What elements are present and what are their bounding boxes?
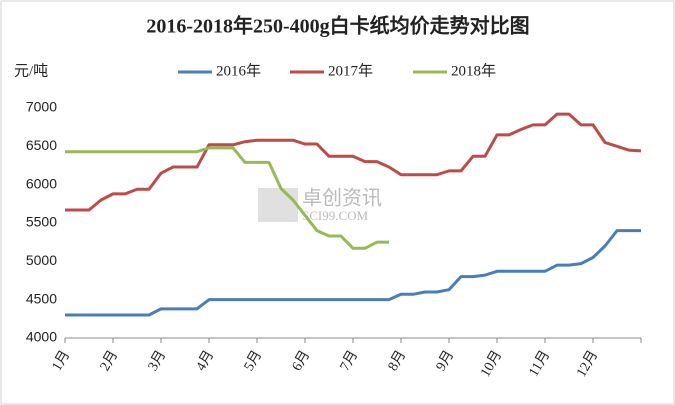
series-line	[65, 112, 642, 212]
y-tick-label: 7000	[26, 99, 57, 115]
y-tick-label: 6000	[26, 175, 57, 191]
watermark-sub: SCI99.COM	[302, 208, 369, 223]
y-tick-label: 5500	[26, 214, 57, 230]
series-line	[65, 229, 641, 317]
series-line	[65, 146, 389, 250]
legend-label: 2017年	[328, 62, 373, 79]
y-tick-label: 4500	[26, 290, 57, 306]
watermark-logo	[258, 188, 298, 222]
y-tick-label: 6500	[26, 137, 57, 153]
y-tick-label: 5000	[26, 252, 57, 268]
chart-title: 2016-2018年250-400g白卡纸均价走势对比图	[146, 14, 529, 38]
legend-label: 2018年	[451, 62, 496, 79]
legend-label: 2016年	[216, 62, 261, 79]
y-tick-label: 4000	[26, 329, 57, 345]
y-axis-label: 元/吨	[14, 62, 48, 79]
watermark: 卓创资讯	[302, 187, 382, 210]
